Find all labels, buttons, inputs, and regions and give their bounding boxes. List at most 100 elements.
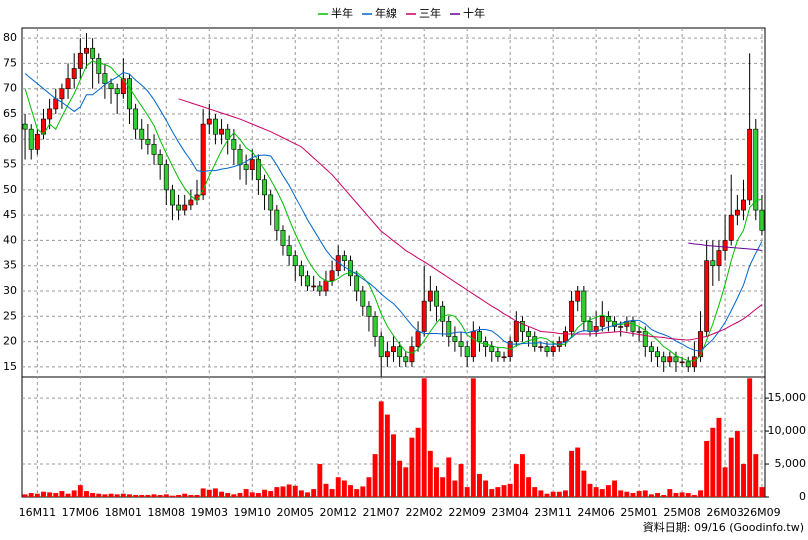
candle-body	[90, 47, 96, 59]
legend-label: 十年	[463, 6, 485, 20]
legend-label: 半年	[331, 6, 353, 20]
volume-bar	[243, 489, 249, 497]
candle-body	[458, 341, 464, 347]
x-tick-label: 20M05	[277, 506, 315, 519]
volume-bar	[114, 494, 120, 497]
candle-body	[133, 108, 139, 130]
volume-bar	[255, 493, 261, 497]
volume-bar	[329, 489, 335, 497]
candle-body	[501, 356, 507, 359]
volume-bar	[501, 485, 507, 497]
candle-body	[372, 316, 378, 337]
candle-body	[661, 356, 667, 363]
volume-bar	[378, 401, 384, 497]
candle-body	[667, 356, 673, 363]
volume-bar	[323, 483, 329, 497]
volume-bar	[673, 493, 679, 497]
y-tick-label: 70	[3, 82, 17, 95]
candle-body	[262, 179, 267, 196]
candle-body	[305, 275, 310, 287]
candle-body	[145, 138, 151, 145]
x-tick-label: 17M06	[62, 506, 100, 519]
volume-bar	[642, 490, 648, 497]
volume-bar	[458, 464, 464, 497]
volume-bar	[90, 493, 96, 497]
volume-bar	[59, 491, 65, 497]
x-tick-label: 23M04	[491, 506, 529, 519]
x-tick-label: 19M10	[234, 506, 272, 519]
candle-body	[188, 199, 194, 206]
volume-bar	[169, 495, 175, 497]
y-tick-label: 40	[3, 233, 17, 246]
volume-bar	[759, 487, 765, 497]
volume-bar	[372, 454, 378, 497]
candle-body	[716, 250, 722, 267]
volume-bar	[341, 480, 347, 497]
candle-body	[268, 194, 274, 211]
candle-body	[249, 159, 255, 170]
volume-bar	[734, 431, 740, 497]
candle-body	[569, 300, 575, 332]
x-tick-label: 18M01	[105, 506, 143, 519]
candle-body	[698, 331, 703, 358]
candle-body	[691, 356, 697, 368]
volume-bar	[286, 484, 292, 497]
y2-tick-label: 15,000	[768, 391, 807, 404]
candle-body	[427, 290, 433, 302]
volume-bar	[526, 477, 532, 497]
candle-body	[280, 230, 286, 246]
ma-line	[24, 60, 763, 362]
x-tick-label: 18M08	[148, 506, 186, 519]
volume-bar	[483, 480, 489, 497]
volume-bar	[384, 414, 390, 497]
y2-tick-label: 10,000	[768, 424, 807, 437]
volume-bar	[249, 492, 255, 497]
candle-body	[127, 78, 132, 110]
volume-bar	[495, 487, 501, 497]
y-tick-label: 75	[3, 56, 17, 69]
volume-bar	[655, 493, 660, 497]
candle-body	[477, 331, 482, 342]
candle-body	[298, 265, 304, 277]
volume-bar	[53, 493, 59, 497]
candle-body	[286, 245, 292, 256]
candle-body	[329, 270, 335, 282]
volume-bar	[22, 494, 28, 497]
ma-line	[688, 242, 763, 252]
candle-body	[22, 123, 28, 130]
volume-bar	[237, 493, 243, 497]
volume-bar	[298, 490, 304, 497]
volume-bar	[599, 489, 605, 497]
candle-body	[354, 275, 360, 292]
candle-body	[311, 285, 317, 288]
candle-body	[65, 78, 71, 89]
candle-body	[593, 326, 599, 332]
candle-body	[139, 128, 145, 140]
candle-body	[728, 214, 734, 241]
candle-body	[440, 305, 446, 322]
candle-body	[59, 88, 65, 100]
volume-bar	[274, 487, 280, 497]
candle-body	[53, 98, 59, 110]
volume-bar	[562, 490, 568, 497]
candle-body	[753, 128, 759, 211]
volume-bar	[575, 447, 581, 497]
x-tick-label: 26M03	[706, 506, 744, 519]
candle-body	[378, 336, 384, 358]
volume-bar	[605, 485, 611, 497]
volume-bar	[618, 490, 624, 497]
candle-body	[157, 154, 163, 165]
volume-bar	[421, 378, 427, 497]
candle-body	[47, 108, 53, 120]
volume-bar	[34, 493, 40, 497]
candle-body	[397, 346, 403, 358]
ma-line	[178, 98, 763, 341]
volume-bar	[630, 493, 636, 497]
candle-body	[630, 321, 636, 332]
y-tick-label: 60	[3, 132, 17, 145]
candle-body	[341, 255, 347, 261]
y-tick-label: 45	[3, 208, 17, 221]
candle-body	[71, 68, 77, 79]
x-tick-label: 16M11	[19, 506, 57, 519]
